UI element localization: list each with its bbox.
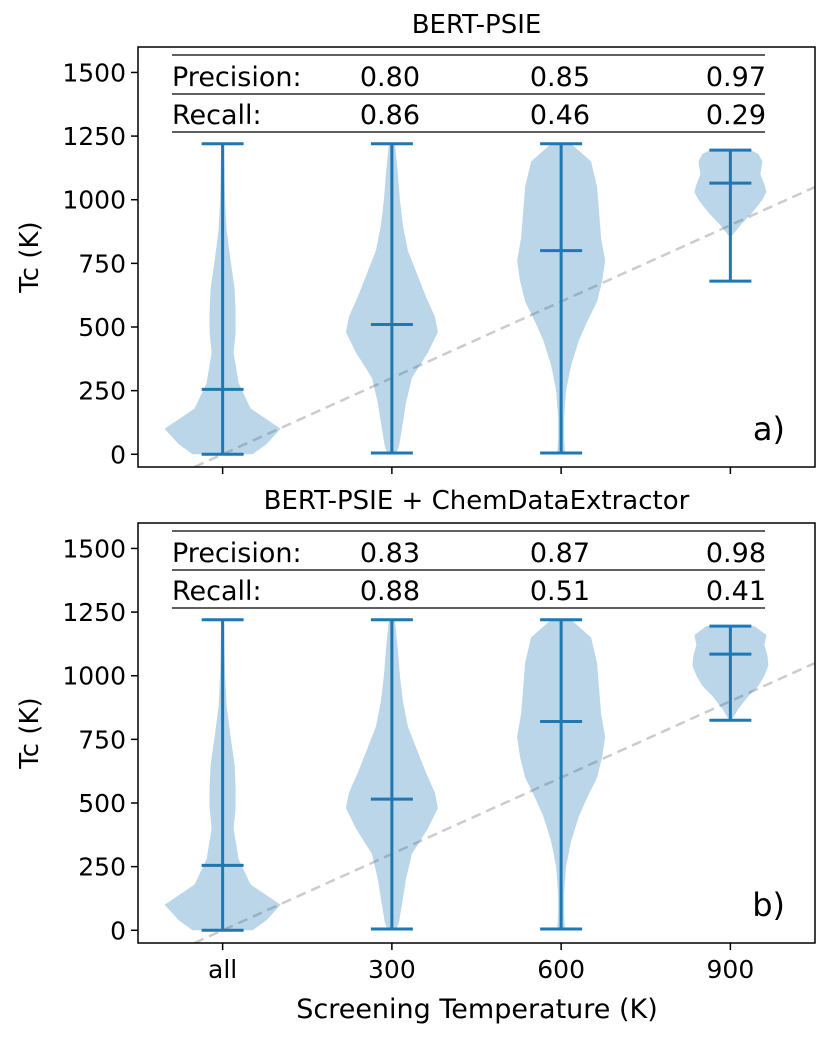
y-tick-label: 1250 <box>62 598 126 627</box>
y-tick-label: 250 <box>78 377 126 406</box>
recall-value: 0.41 <box>706 576 766 607</box>
recall-label: Recall: <box>172 100 262 131</box>
y-tick-label: 500 <box>78 313 126 342</box>
precision-label: Precision: <box>172 538 302 569</box>
precision-value: 0.97 <box>706 62 766 93</box>
panel-b: Precision: Recall: 0.83 0.87 0.98 0.88 0.51 0.4… <box>15 486 816 984</box>
recall-value: 0.88 <box>360 576 420 607</box>
precision-value: 0.98 <box>706 538 766 569</box>
recall-label: Recall: <box>172 576 262 607</box>
panel-a: Precision: Recall: 0.80 0.85 0.97 0.86 0.46 0.2… <box>15 10 816 474</box>
y-axis-label: Tc (K) <box>15 697 45 769</box>
reference-line <box>193 185 815 467</box>
y-tick-label: 1500 <box>62 58 126 87</box>
x-axis-label: Screening Temperature (K) <box>296 994 658 1025</box>
recall-value: 0.86 <box>360 100 420 131</box>
reference-line <box>193 661 815 943</box>
precision-value: 0.87 <box>530 538 590 569</box>
y-tick-label: 500 <box>78 789 126 818</box>
x-tick-label: 300 <box>368 955 416 984</box>
y-tick-label: 1500 <box>62 534 126 563</box>
y-tick-label: 1000 <box>62 662 126 691</box>
recall-value: 0.29 <box>706 100 766 131</box>
y-tick-label: 1250 <box>62 122 126 151</box>
y-tick-label: 0 <box>110 916 126 945</box>
precision-value: 0.83 <box>360 538 420 569</box>
panel-label: a) <box>753 410 785 448</box>
panel-label: b) <box>752 886 785 924</box>
x-tick-label: all <box>208 955 237 984</box>
x-tick-label: 900 <box>707 955 755 984</box>
precision-value: 0.85 <box>530 62 590 93</box>
y-tick-label: 750 <box>78 725 126 754</box>
plot-area <box>164 618 815 943</box>
precision-label: Precision: <box>172 62 302 93</box>
x-tick-label: 600 <box>537 955 585 984</box>
y-tick-label: 250 <box>78 853 126 882</box>
y-tick-label: 750 <box>78 249 126 278</box>
axes-frame <box>137 46 816 468</box>
y-tick-label: 1000 <box>62 186 126 215</box>
precision-value: 0.80 <box>360 62 420 93</box>
axes-frame <box>137 522 816 944</box>
panel-title: BERT-PSIE + ChemDataExtractor <box>264 486 690 516</box>
y-tick-label: 0 <box>110 440 126 469</box>
plot-area <box>164 142 815 467</box>
panel-title: BERT-PSIE <box>412 10 542 40</box>
recall-value: 0.51 <box>530 576 590 607</box>
recall-value: 0.46 <box>530 100 590 131</box>
y-axis-label: Tc (K) <box>15 221 45 293</box>
